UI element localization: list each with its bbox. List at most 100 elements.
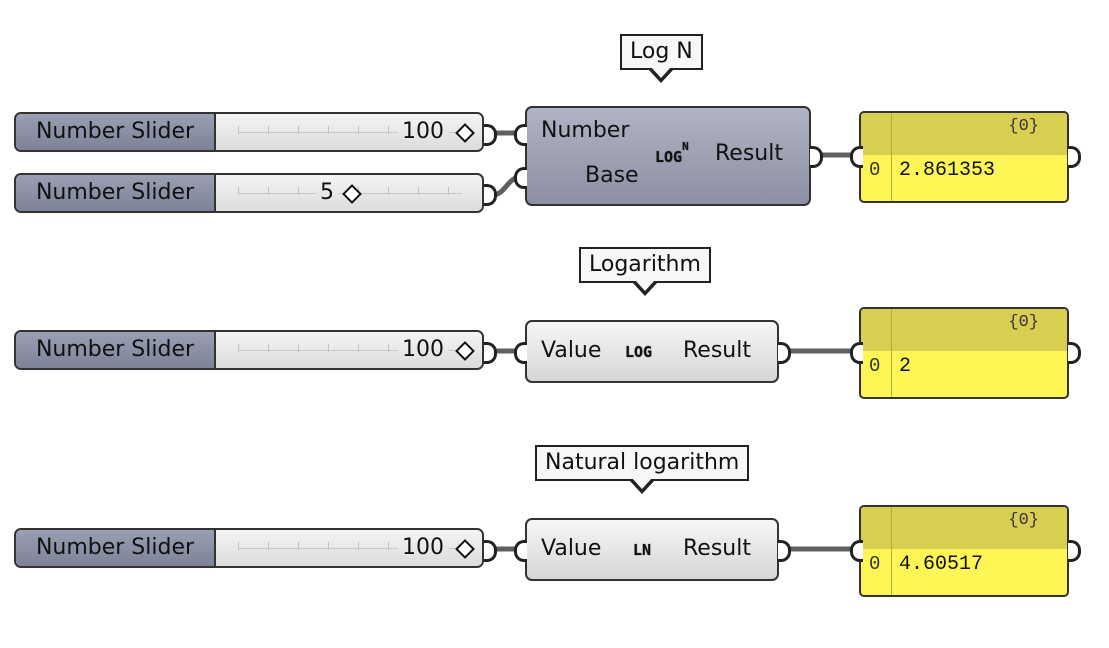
- input-label-value: Value: [541, 338, 602, 363]
- slider-value: 5: [316, 175, 338, 211]
- panel-branch-path: {0}: [1008, 511, 1039, 530]
- slider-c-output-port[interactable]: [484, 342, 497, 364]
- slider-rail: [238, 548, 462, 549]
- input-label-number: Number: [541, 118, 630, 143]
- log-icon: LOG: [625, 343, 653, 361]
- panel-log-n-result[interactable]: {0} 0 2.861353: [859, 111, 1069, 203]
- panel-3-input-port[interactable]: [850, 540, 863, 562]
- slider-tick: [328, 126, 329, 134]
- slider-name: Number Slider: [16, 175, 216, 211]
- panel-index-divider: [891, 309, 892, 397]
- callout-logarithm: Logarithm: [579, 247, 711, 296]
- slider-track[interactable]: 100: [216, 530, 482, 566]
- panel-1-output-port[interactable]: [1068, 146, 1081, 168]
- slider-tick: [388, 344, 389, 352]
- slider-tick: [358, 542, 359, 550]
- log-n-output-port[interactable]: [810, 146, 823, 168]
- slider-value: 100: [398, 114, 448, 150]
- output-label-result: Result: [683, 338, 751, 363]
- slider-d-output-port[interactable]: [484, 540, 497, 562]
- panel-item-value: 2: [899, 355, 912, 378]
- panel-header: [861, 507, 1067, 549]
- input-label-base: Base: [585, 163, 639, 188]
- slider-name: Number Slider: [16, 332, 216, 368]
- slider-tick: [388, 126, 389, 134]
- slider-b-output-port[interactable]: [484, 184, 497, 206]
- panel-item-index: 0: [869, 159, 881, 181]
- slider-track[interactable]: 5: [216, 175, 482, 211]
- callout-log-n: Log N: [620, 34, 703, 83]
- ln-output-port[interactable]: [778, 540, 791, 562]
- callout-pointer: [631, 280, 658, 296]
- panel-logarithm-result[interactable]: {0} 0 2: [859, 307, 1069, 399]
- panel-header: [861, 309, 1067, 351]
- panel-item-index: 0: [869, 355, 881, 377]
- slider-value: 100: [398, 530, 448, 566]
- slider-tick: [268, 187, 269, 195]
- panel-item-index: 0: [869, 553, 881, 575]
- slider-rail: [238, 132, 462, 133]
- slider-grip-icon[interactable]: [455, 341, 475, 361]
- natural-logarithm-component[interactable]: Value LN Result: [525, 518, 779, 581]
- slider-grip-icon[interactable]: [455, 539, 475, 559]
- slider-tick: [298, 542, 299, 550]
- output-label-result: Result: [683, 536, 751, 561]
- panel-item-value: 4.60517: [899, 553, 984, 576]
- callout-label: Logarithm: [589, 252, 701, 277]
- panel-3-output-port[interactable]: [1068, 540, 1081, 562]
- slider-track[interactable]: 100: [216, 114, 482, 150]
- callout-label: Log N: [630, 39, 693, 64]
- slider-a-output-port[interactable]: [484, 124, 497, 146]
- slider-track[interactable]: 100: [216, 332, 482, 368]
- number-input-port[interactable]: [514, 124, 527, 146]
- panel-branch-path: {0}: [1008, 117, 1039, 136]
- slider-tick: [238, 126, 239, 134]
- callout-pointer: [648, 67, 675, 83]
- slider-rail: [238, 350, 462, 351]
- number-slider-c[interactable]: Number Slider 100: [14, 330, 484, 370]
- logarithm-component[interactable]: Value LOG Result: [525, 320, 779, 383]
- value-input-port[interactable]: [514, 540, 527, 562]
- slider-tick: [418, 187, 419, 195]
- value-input-port[interactable]: [514, 342, 527, 364]
- panel-header: [861, 113, 1067, 155]
- slider-tick: [268, 344, 269, 352]
- slider-tick: [298, 126, 299, 134]
- slider-name: Number Slider: [16, 114, 216, 150]
- panel-2-input-port[interactable]: [850, 342, 863, 364]
- slider-tick: [238, 542, 239, 550]
- slider-name: Number Slider: [16, 530, 216, 566]
- panel-branch-path: {0}: [1008, 313, 1039, 332]
- output-label-result: Result: [715, 141, 783, 166]
- callout-label: Natural logarithm: [545, 450, 740, 475]
- panel-index-divider: [891, 113, 892, 201]
- slider-tick: [298, 187, 299, 195]
- slider-tick: [388, 187, 389, 195]
- callout-pointer: [629, 478, 656, 494]
- input-label-value: Value: [541, 536, 602, 561]
- slider-tick: [328, 344, 329, 352]
- slider-tick: [238, 187, 239, 195]
- slider-value: 100: [398, 332, 448, 368]
- slider-tick: [328, 542, 329, 550]
- number-slider-b[interactable]: Number Slider 5: [14, 173, 484, 213]
- ln-icon: LN: [633, 541, 652, 559]
- slider-tick: [358, 126, 359, 134]
- slider-grip-icon[interactable]: [455, 123, 475, 143]
- panel-1-input-port[interactable]: [850, 146, 863, 168]
- slider-tick: [388, 542, 389, 550]
- panel-index-divider: [891, 507, 892, 595]
- panel-2-output-port[interactable]: [1068, 342, 1081, 364]
- panel-item-value: 2.861353: [899, 159, 996, 182]
- panel-natural-logarithm-result[interactable]: {0} 0 4.60517: [859, 505, 1069, 597]
- number-slider-a[interactable]: Number Slider 100: [14, 112, 484, 152]
- callout-natural-logarithm: Natural logarithm: [535, 445, 750, 494]
- log-output-port[interactable]: [778, 342, 791, 364]
- slider-tick: [298, 344, 299, 352]
- log-n-component[interactable]: Number Base LOGN Result: [525, 106, 811, 206]
- slider-tick: [358, 344, 359, 352]
- base-input-port[interactable]: [514, 167, 527, 189]
- slider-tick: [268, 542, 269, 550]
- slider-tick: [238, 344, 239, 352]
- number-slider-d[interactable]: Number Slider 100: [14, 528, 484, 568]
